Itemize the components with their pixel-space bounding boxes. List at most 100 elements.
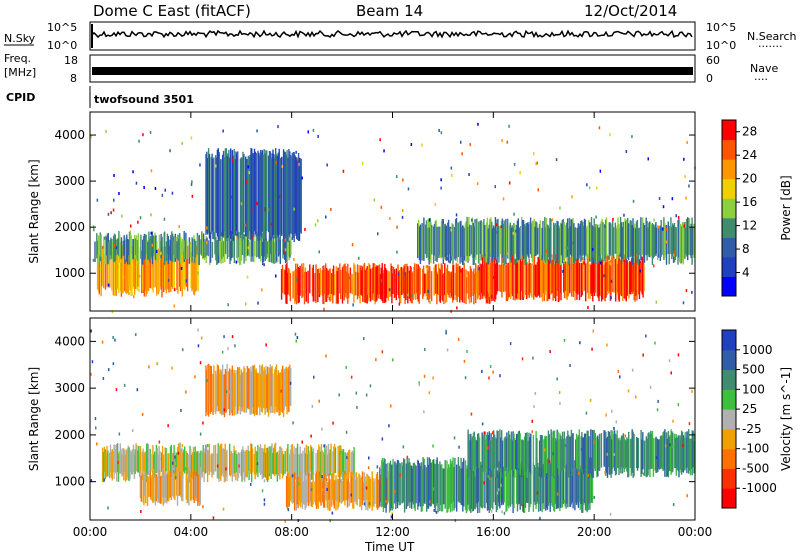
noise-point (500, 225, 502, 229)
noise-point (358, 256, 360, 260)
noise-point (96, 442, 98, 446)
freq-panel-frame (89, 54, 696, 83)
noise-point (451, 173, 453, 177)
colorbar-frame (721, 329, 737, 509)
noise-point (350, 375, 353, 379)
noise-point (631, 135, 633, 139)
colorbar-swatch (722, 428, 736, 450)
noise-point (331, 511, 334, 515)
scatter-noise (90, 328, 695, 523)
noise-point (649, 385, 652, 389)
noise-point (562, 269, 564, 273)
noise-point (181, 141, 183, 145)
noise-point (352, 303, 354, 307)
noise-point (619, 375, 621, 379)
noise-point (407, 187, 410, 191)
noise-point (411, 293, 413, 297)
noise-point (490, 509, 493, 513)
noise-point (453, 436, 456, 440)
noise-point (661, 227, 664, 231)
noise-point (107, 506, 109, 510)
beam-title: Beam 14 (356, 2, 423, 20)
noise-point (328, 293, 331, 297)
colorbar-tick-label: 4 (742, 266, 750, 280)
noise-point (128, 292, 130, 295)
noise-point (489, 365, 492, 368)
noise-point (684, 175, 686, 178)
colorbar-swatch (722, 448, 736, 469)
noise-point (131, 429, 134, 433)
noise-point (454, 519, 457, 523)
noise-point (593, 495, 595, 499)
noise-point (489, 477, 491, 481)
noise-point (365, 486, 368, 490)
noise-point (113, 243, 115, 247)
noise-point (391, 512, 393, 516)
noise-point (488, 376, 490, 380)
noise-point (440, 186, 442, 190)
noise-point (311, 404, 314, 408)
noise-point (207, 444, 209, 448)
noise-point (418, 383, 421, 387)
noise-point (141, 412, 144, 416)
noise-point (367, 466, 370, 470)
noise-point (464, 376, 467, 380)
noise-point (446, 348, 449, 352)
noise-point (592, 329, 594, 333)
noise-point (326, 478, 328, 482)
colorbar-tick-label: 20 (742, 172, 757, 186)
colorbar-tick-label: -100 (742, 442, 769, 456)
noise-point (221, 350, 224, 354)
noise-point (351, 243, 354, 247)
noise-point (492, 276, 495, 279)
echo-bands (101, 363, 696, 514)
noise-point (471, 218, 473, 222)
noise-point (158, 440, 161, 444)
noise-point (274, 442, 277, 446)
x-tick-label: 00:00 (678, 525, 713, 539)
noise-point (342, 169, 345, 173)
noise-point (466, 274, 468, 278)
noise-point (450, 228, 452, 232)
y-tick-label: 4000 (54, 334, 85, 348)
colorbar-frame (721, 119, 737, 297)
nave-dots: ···· (754, 73, 768, 86)
noise-point (501, 510, 503, 514)
colorbar-tick-label: 12 (742, 219, 757, 233)
noise-point (672, 503, 675, 507)
noise-point (522, 297, 524, 300)
noise-point (230, 195, 232, 199)
noise-point (497, 488, 500, 492)
noise-point (160, 251, 162, 255)
noise-point (691, 389, 693, 393)
noise-point (180, 409, 182, 412)
noise-point (390, 515, 393, 519)
noise-point (410, 143, 413, 146)
noise-point (563, 338, 566, 342)
noise-point (208, 402, 211, 406)
colorbar-swatch (722, 349, 736, 371)
noise-point (670, 371, 672, 375)
noise-point (522, 504, 525, 508)
noise-point (389, 217, 391, 220)
noise-point (294, 332, 297, 336)
noise-point (565, 246, 568, 250)
noise-point (112, 362, 115, 366)
scatter-noise (90, 122, 696, 314)
noise-point (682, 301, 685, 305)
noise-point (492, 370, 494, 374)
noise-point (345, 365, 347, 369)
noise-point (231, 335, 234, 339)
noise-point (544, 448, 546, 452)
noise-point (373, 198, 376, 202)
colorbar-tick-label: 500 (742, 363, 765, 377)
noise-point (107, 212, 110, 216)
noise-point (519, 171, 521, 175)
noise-point (662, 205, 665, 209)
cpid-label: CPID (6, 91, 35, 104)
noise-point (295, 339, 297, 343)
noise-point (512, 231, 515, 235)
noise-point (677, 216, 680, 219)
noise-point (515, 229, 517, 233)
